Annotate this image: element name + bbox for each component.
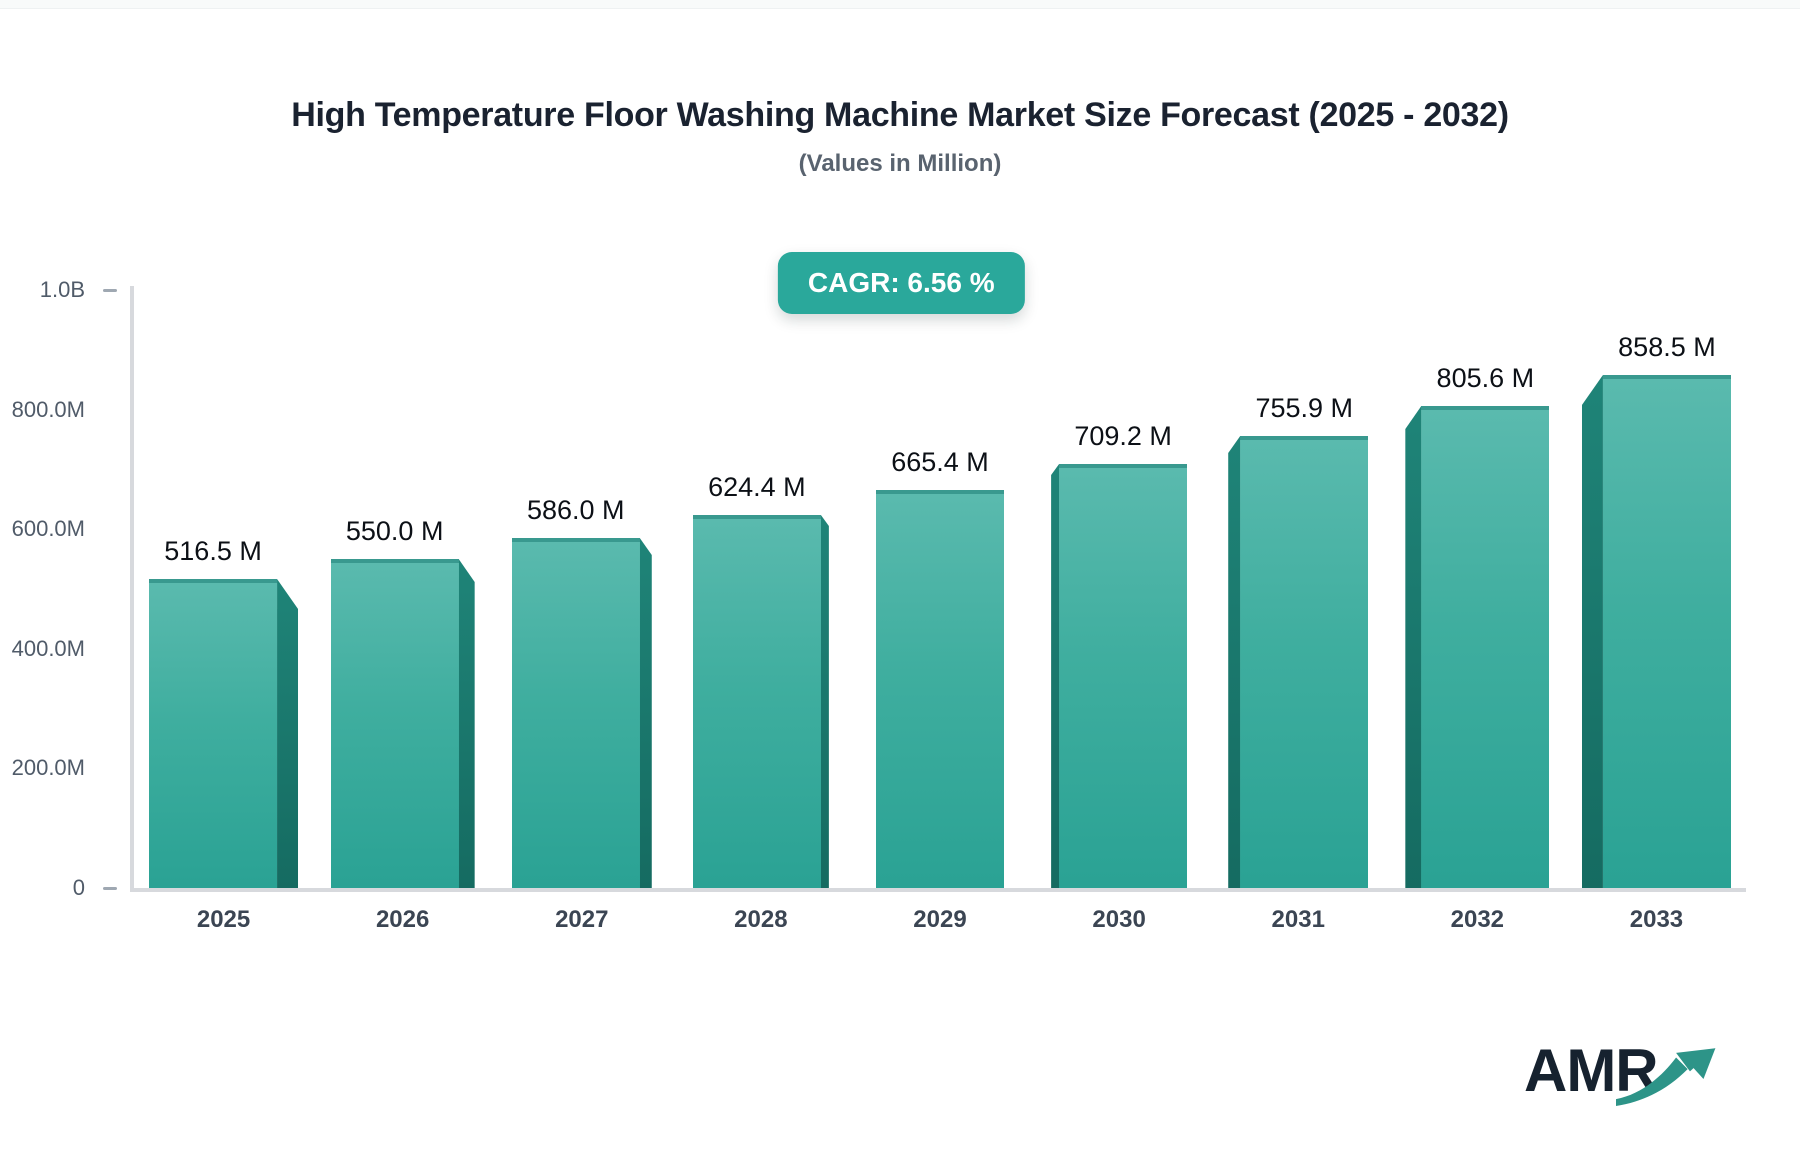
page-top-strip: [0, 0, 1800, 9]
x-axis-line: [130, 888, 1746, 892]
y-axis-tick-label: 1.0B: [39, 277, 85, 302]
y-axis-tick-mark: [103, 288, 117, 292]
x-axis-label-2025: 2025: [196, 906, 251, 933]
bar-2032[interactable]: [1405, 406, 1550, 888]
x-axis-label-2027: 2027: [555, 906, 609, 933]
cagr-badge: CAGR: 6.56 %: [777, 252, 1025, 314]
y-axis-tick-label: 800.0M: [11, 396, 85, 422]
bar-side-3d: [1405, 406, 1422, 888]
trend-up-arrow-icon: [1616, 1048, 1716, 1107]
bar-face: [876, 490, 1004, 888]
bar-2033[interactable]: [1581, 375, 1731, 888]
bar-2030[interactable]: [1051, 464, 1188, 888]
bar-side-3d: [1581, 375, 1603, 888]
bar-face: [511, 538, 640, 888]
bar-face: [149, 579, 278, 888]
x-axis-label-2029: 2029: [913, 906, 967, 933]
bar-value-label: 805.6 M: [1436, 363, 1535, 393]
bar-2025[interactable]: [149, 579, 299, 888]
bar-2028[interactable]: [692, 515, 829, 888]
x-axis-label-2028: 2028: [734, 906, 788, 933]
x-axis-label-2026: 2026: [375, 906, 430, 933]
bar-2026[interactable]: [330, 559, 475, 888]
bar-2027[interactable]: [511, 538, 652, 888]
bar-value-label: 550.0 M: [345, 516, 444, 546]
chart-title: High Temperature Floor Washing Machine M…: [291, 96, 1509, 134]
bar-side-3d: [1051, 464, 1060, 888]
bar-face: [1059, 464, 1188, 888]
plot-area: 0 200.0M 400.0M 600.0M 800.0M 1.0B 516.5 M 2025…: [12, 277, 1746, 933]
x-axis-label-2031: 2031: [1271, 906, 1325, 933]
bar-side-3d: [1228, 436, 1241, 888]
bar-side-3d: [820, 515, 829, 888]
bar-face: [1602, 375, 1731, 888]
bar-side-3d: [639, 538, 652, 888]
y-axis-tick-label: 400.0M: [11, 635, 85, 661]
bar-side-3d: [277, 579, 299, 888]
bar-face: [1421, 406, 1550, 888]
bar-side-3d: [458, 559, 475, 888]
y-axis-line: [130, 286, 134, 890]
bar-face: [330, 559, 459, 888]
bar-value-label: 665.4 M: [891, 447, 989, 477]
x-axis-label-2032: 2032: [1450, 906, 1505, 933]
y-axis-tick-label: 200.0M: [11, 755, 85, 781]
bar-face: [692, 515, 821, 888]
bar-value-label: 755.9 M: [1255, 393, 1353, 423]
y-axis-tick-label: 600.0M: [11, 516, 85, 542]
x-axis-label-2030: 2030: [1092, 906, 1146, 933]
y-axis-tick-mark: [103, 886, 117, 890]
amr-logo: AMR: [1524, 1036, 1734, 1116]
bar-value-label: 624.4 M: [708, 472, 806, 502]
chart-subtitle: (Values in Million): [798, 150, 1002, 177]
bar-2029[interactable]: [876, 490, 1004, 888]
bar-value-label: 709.2 M: [1074, 421, 1172, 451]
bar-value-label: 516.5 M: [164, 536, 262, 566]
bar-value-label: 586.0 M: [526, 495, 625, 525]
x-axis-label-2033: 2033: [1629, 906, 1684, 933]
bar-value-label: 858.5 M: [1618, 332, 1716, 362]
bar-face: [1240, 436, 1369, 888]
y-axis-tick-label: 0: [72, 875, 85, 900]
bar-2031[interactable]: [1228, 436, 1369, 888]
